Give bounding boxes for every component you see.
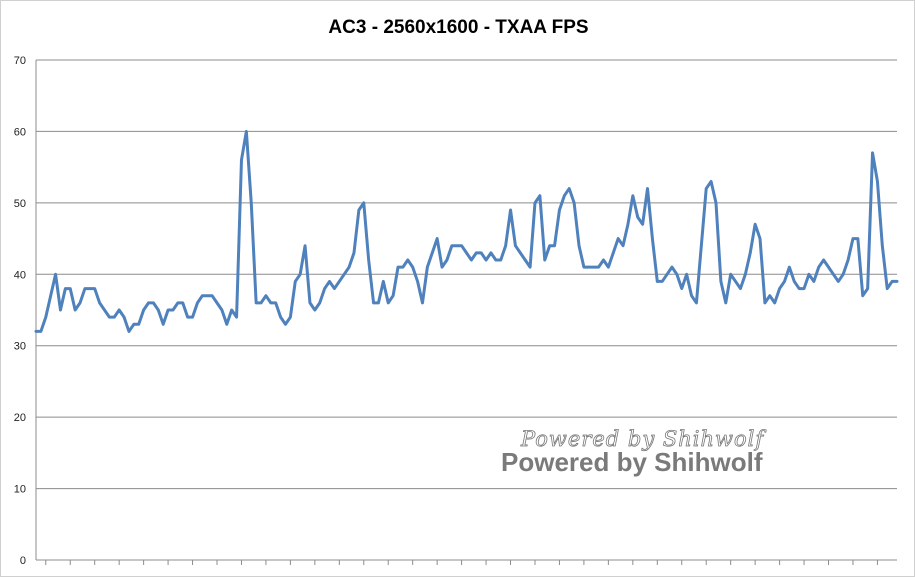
watermark: Powered by Shihwolf Powered by Shihwolf [501, 427, 766, 477]
y-tick-label-10: 10 [14, 484, 26, 496]
x-axis-ticks [45, 560, 878, 565]
y-tick-label-20: 20 [14, 412, 26, 424]
y-tick-label-50: 50 [14, 198, 26, 210]
y-tick-labels: 0 10 20 30 40 50 60 70 [14, 55, 26, 567]
y-tick-label-30: 30 [14, 341, 26, 353]
y-tick-label-0: 0 [20, 555, 26, 567]
watermark-script-text: Powered by Shihwolf [520, 427, 766, 451]
gridlines [36, 59, 897, 490]
y-tick-label-40: 40 [14, 269, 26, 281]
watermark-bold-text: Powered by Shihwolf [501, 447, 763, 477]
axes [35, 60, 897, 561]
y-tick-label-70: 70 [14, 55, 26, 67]
y-tick-label-60: 60 [14, 126, 26, 138]
series-layer [34, 129, 899, 333]
series-line-fps [34, 129, 899, 333]
chart-title: AC3 - 2560x1600 - TXAA FPS [328, 17, 589, 38]
